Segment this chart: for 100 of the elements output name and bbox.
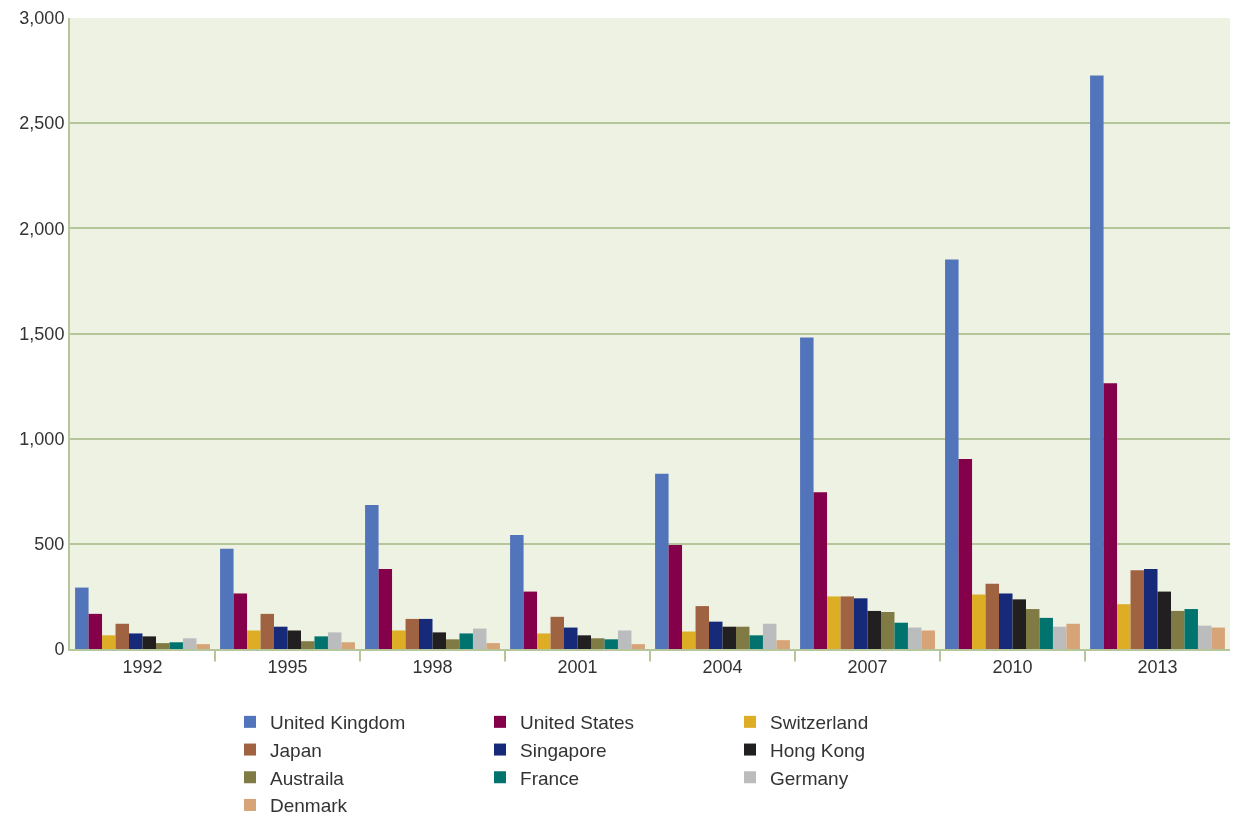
bar (1144, 569, 1158, 649)
bar (405, 618, 420, 649)
bar (486, 643, 500, 649)
bar (735, 626, 750, 649)
bar (999, 593, 1013, 649)
bar (1103, 383, 1118, 649)
legend-label: United States (520, 712, 635, 734)
bar (840, 596, 855, 649)
y-tick-label: 1,500 (19, 323, 65, 344)
bar (921, 630, 935, 649)
bar (287, 630, 301, 649)
bar (722, 626, 736, 649)
y-tick-label: 1,000 (19, 428, 65, 449)
bar (880, 611, 895, 649)
bar (972, 594, 986, 649)
bar (1052, 626, 1067, 649)
bar (300, 641, 315, 649)
legend-label: Japan (270, 739, 322, 761)
bar (985, 583, 1000, 649)
bar (1157, 591, 1171, 649)
bar (142, 636, 156, 649)
x-tick-label: 2007 (847, 656, 888, 677)
bar (129, 633, 143, 649)
bar (1039, 617, 1053, 649)
bar (169, 642, 183, 649)
bar (907, 627, 922, 649)
bar (459, 633, 473, 649)
bar (695, 606, 710, 649)
bar (867, 610, 881, 649)
bar (958, 459, 973, 649)
bar (1211, 627, 1225, 649)
bar (1197, 625, 1212, 649)
legend-label: Singapore (520, 739, 607, 761)
bar (550, 616, 565, 649)
bar (813, 492, 828, 649)
bar (365, 504, 379, 649)
bar (1184, 609, 1198, 649)
bar (827, 596, 841, 649)
bar (196, 644, 210, 649)
bar (945, 259, 959, 649)
x-tick-label: 1995 (267, 656, 308, 677)
bar (1025, 609, 1040, 649)
bar (510, 535, 524, 649)
bar (432, 632, 446, 649)
x-tick-label: 2010 (992, 656, 1033, 677)
bar (668, 544, 683, 649)
bar (1117, 604, 1131, 649)
bar (523, 591, 538, 649)
bar (854, 598, 868, 649)
bar (709, 621, 723, 649)
bar (776, 640, 790, 649)
bar (617, 630, 632, 649)
bar (392, 630, 406, 649)
y-tick-label: 500 (34, 534, 65, 555)
bar (233, 593, 248, 649)
x-tick-label: 2004 (702, 656, 743, 677)
legend-label: Germany (770, 767, 849, 789)
bar (1012, 599, 1026, 649)
bar (472, 628, 487, 649)
x-tick-label: 1992 (122, 656, 163, 677)
bar (564, 627, 578, 649)
x-tick-label: 2013 (1137, 656, 1178, 677)
bar (327, 632, 342, 649)
legend-label: Denmark (270, 795, 348, 817)
bar (631, 644, 645, 649)
legend-label: France (520, 767, 580, 789)
bar (314, 636, 328, 649)
bar (800, 337, 814, 649)
bar (1170, 610, 1185, 649)
bar (274, 626, 288, 649)
bar (655, 473, 669, 649)
bar (1066, 623, 1080, 649)
y-tick-label: 2,500 (19, 113, 65, 134)
bar (1090, 75, 1104, 649)
bar (88, 613, 103, 649)
bar (102, 635, 116, 649)
y-tick-label: 0 (54, 639, 65, 660)
bar (115, 623, 130, 649)
bar (341, 642, 355, 649)
bar (182, 638, 197, 649)
x-tick-label: 2001 (557, 656, 598, 677)
bar (537, 633, 551, 649)
legend-label: Switzerland (770, 712, 869, 734)
bar (894, 622, 908, 649)
legend-label: United Kingdom (270, 712, 406, 734)
bar (590, 638, 605, 649)
bar (419, 618, 433, 649)
bar (604, 639, 618, 649)
bar (155, 643, 170, 649)
bar (260, 613, 275, 649)
bar (1130, 570, 1145, 649)
bar (445, 639, 460, 649)
legend-label: Austraila (270, 767, 345, 789)
bar (378, 569, 393, 649)
bar (762, 623, 777, 649)
bar (220, 548, 234, 649)
bar (247, 630, 261, 649)
bar (682, 631, 696, 649)
bar (75, 587, 89, 649)
y-tick-label: 3,000 (19, 8, 65, 29)
